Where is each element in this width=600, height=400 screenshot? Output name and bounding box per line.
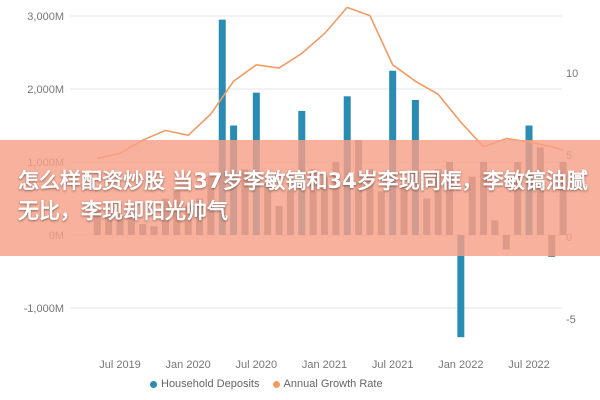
x-tick-label: Jul 2020 [236, 359, 278, 371]
x-tick-label: Jul 2021 [372, 359, 414, 371]
y-right-tick-label: -5 [566, 314, 576, 326]
y-right-tick-label: 10 [566, 68, 578, 80]
x-tick-label: Jan 2020 [166, 359, 211, 371]
legend-item-growth: Annual Growth Rate [272, 378, 383, 390]
chart-legend: Household Deposits Annual Growth Rate [150, 378, 393, 391]
bar-household-deposits [457, 235, 465, 338]
legend-swatch-growth [272, 380, 280, 388]
legend-swatch-deposits [150, 380, 157, 388]
title-banner [0, 140, 600, 256]
legend-label-deposits: Household Deposits [161, 378, 260, 390]
legend-item-deposits: Household Deposits [150, 378, 259, 390]
banner-title: 怎么样配资炒股 当37岁李敏镐和34岁李现同框，李敏镐油腻无比，李现却阳光帅气 [18, 169, 588, 223]
legend-label-growth: Annual Growth Rate [283, 378, 383, 390]
y-left-tick-label: 2,000M [27, 84, 64, 96]
y-left-tick-label: 3,000M [27, 11, 64, 23]
line-annual-growth-rate [97, 6, 564, 160]
x-tick-label: Jan 2021 [302, 359, 347, 371]
y-left-tick-label: -1,000M [24, 303, 64, 315]
x-tick-label: Jan 2022 [438, 359, 483, 371]
x-tick-label: Jul 2019 [99, 359, 141, 371]
bar-household-deposits [218, 19, 226, 236]
x-tick-label: Jul 2022 [508, 359, 550, 371]
